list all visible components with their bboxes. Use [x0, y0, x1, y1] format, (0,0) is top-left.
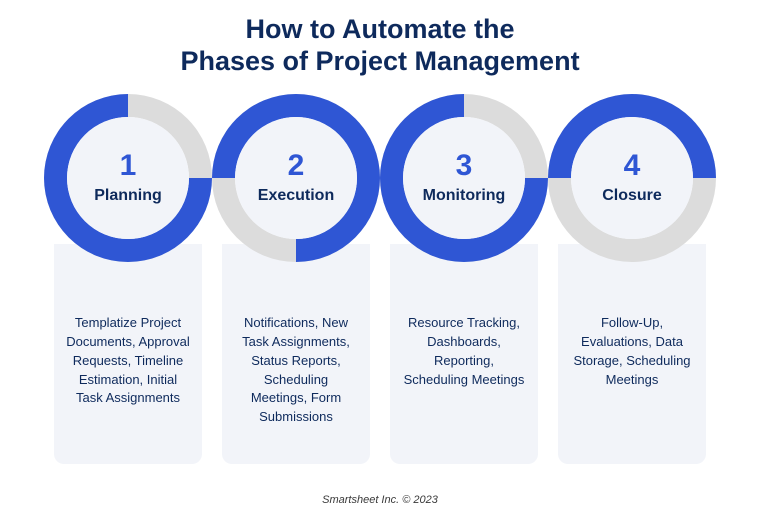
- phase-label: Planning: [94, 187, 162, 205]
- phase-ring: 4 Closure: [548, 94, 716, 262]
- phase-number: 4: [624, 151, 641, 181]
- phase-desc-box: Notifications, New Task Assignments, Sta…: [222, 244, 370, 464]
- phase-ring: 2 Execution: [212, 94, 380, 262]
- phase-label: Execution: [258, 187, 334, 205]
- phase-number: 3: [456, 151, 473, 181]
- footer-attribution: Smartsheet Inc. © 2023: [0, 494, 760, 506]
- phase-desc-text: Templatize Project Documents, Approval R…: [66, 315, 190, 405]
- phase-ring: 1 Planning: [44, 94, 212, 262]
- phase-inner-disc: 3 Monitoring: [403, 117, 525, 239]
- phase-desc-box: Templatize Project Documents, Approval R…: [54, 244, 202, 464]
- title-line-2: Phases of Project Management: [180, 46, 579, 76]
- phase-label: Closure: [602, 187, 662, 205]
- phase-inner-disc: 4 Closure: [571, 117, 693, 239]
- phase-inner-disc: 1 Planning: [67, 117, 189, 239]
- phase-number: 2: [288, 151, 305, 181]
- phase-inner-disc: 2 Execution: [235, 117, 357, 239]
- footer-text: Smartsheet Inc. © 2023: [322, 494, 438, 506]
- phase-desc-text: Resource Tracking, Dashboards, Reporting…: [404, 315, 525, 387]
- phase-desc-text: Follow-Up, Evaluations, Data Storage, Sc…: [573, 315, 690, 387]
- phase-number: 1: [120, 151, 137, 181]
- phase-ring: 3 Monitoring: [380, 94, 548, 262]
- phase-desc-box: Resource Tracking, Dashboards, Reporting…: [390, 244, 538, 464]
- title-line-1: How to Automate the: [246, 14, 515, 44]
- phase-label: Monitoring: [423, 187, 506, 205]
- phase-desc-box: Follow-Up, Evaluations, Data Storage, Sc…: [558, 244, 706, 464]
- infographic-canvas: How to Automate the Phases of Project Ma…: [0, 0, 760, 514]
- phase-desc-text: Notifications, New Task Assignments, Sta…: [242, 315, 350, 424]
- page-title: How to Automate the Phases of Project Ma…: [0, 14, 760, 78]
